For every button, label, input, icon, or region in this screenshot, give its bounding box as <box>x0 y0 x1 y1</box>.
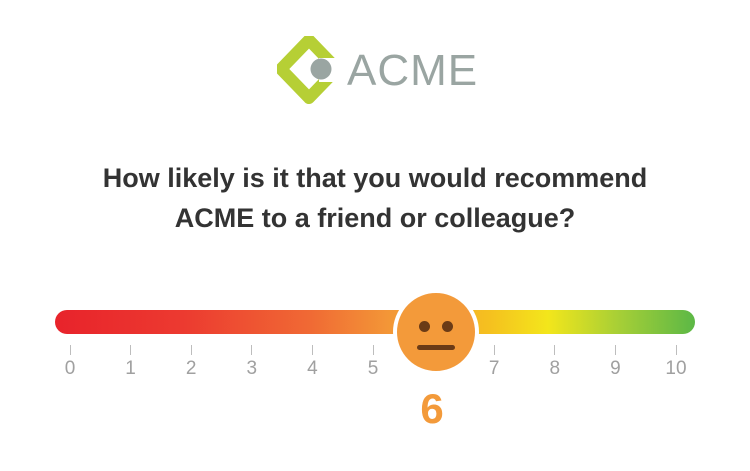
tick-label: 5 <box>353 358 393 380</box>
tick-mark <box>676 345 677 355</box>
scale-tick-10[interactable]: 10 <box>656 345 696 380</box>
scale-tick-1[interactable]: 1 <box>111 345 151 380</box>
brand-logo: ACME <box>277 36 478 106</box>
tick-mark <box>312 345 313 355</box>
acme-diamond-logo-icon <box>277 36 341 106</box>
neutral-face-mouth-icon <box>417 345 455 350</box>
scale-tick-4[interactable]: 4 <box>292 345 332 380</box>
nps-slider-thumb[interactable] <box>393 289 479 375</box>
tick-mark <box>494 345 495 355</box>
tick-mark <box>191 345 192 355</box>
tick-label: 8 <box>535 358 575 380</box>
tick-mark <box>615 345 616 355</box>
survey-question: How likely is it that you would recommen… <box>0 158 750 238</box>
scale-tick-0[interactable]: 0 <box>50 345 90 380</box>
tick-label: 7 <box>474 358 514 380</box>
scale-tick-7[interactable]: 7 <box>474 345 514 380</box>
tick-label: 0 <box>50 358 90 380</box>
neutral-face-right-eye-icon <box>442 321 453 332</box>
scale-tick-2[interactable]: 2 <box>171 345 211 380</box>
selected-score: 6 <box>392 388 472 430</box>
tick-mark <box>251 345 252 355</box>
tick-label: 9 <box>595 358 635 380</box>
tick-mark <box>554 345 555 355</box>
brand-name: ACME <box>347 49 478 93</box>
nps-scale-ticks: 0 1 2 3 4 5 7 8 9 10 <box>0 345 750 385</box>
question-line-1: How likely is it that you would recommen… <box>0 158 750 198</box>
scale-tick-3[interactable]: 3 <box>232 345 272 380</box>
scale-tick-8[interactable]: 8 <box>535 345 575 380</box>
tick-mark <box>130 345 131 355</box>
neutral-face-left-eye-icon <box>419 321 430 332</box>
tick-mark <box>373 345 374 355</box>
scale-tick-9[interactable]: 9 <box>595 345 635 380</box>
tick-label: 4 <box>292 358 332 380</box>
tick-mark <box>70 345 71 355</box>
tick-label: 3 <box>232 358 272 380</box>
tick-label: 2 <box>171 358 211 380</box>
tick-label: 10 <box>656 358 696 380</box>
tick-label: 1 <box>111 358 151 380</box>
scale-tick-5[interactable]: 5 <box>353 345 393 380</box>
question-line-2: ACME to a friend or colleague? <box>0 198 750 238</box>
nps-slider-track[interactable] <box>55 310 695 334</box>
